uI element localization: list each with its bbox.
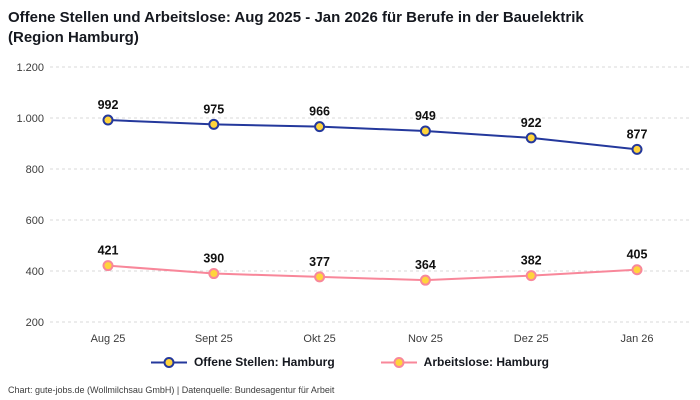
data-point-label: 377 [309, 255, 330, 269]
series-line [107, 119, 638, 151]
data-point-marker [208, 268, 220, 280]
x-tick-label: Dez 25 [514, 333, 549, 345]
legend-item: Arbeitslose: Hamburg [380, 355, 550, 369]
data-point-label: 966 [309, 105, 330, 119]
data-point-label: 992 [98, 98, 119, 112]
legend-label: Offene Stellen: Hamburg [193, 355, 335, 369]
y-tick-label: 1.000 [16, 113, 44, 125]
legend-marker-icon [380, 356, 417, 368]
y-tick-label: 1.200 [16, 62, 44, 74]
legend-label: Arbeitslose: Hamburg [423, 355, 550, 369]
footer-credit: Chart: gute-jobs.de (Wollmilchsau GmbH) … [8, 385, 335, 395]
data-point-label: 949 [415, 109, 436, 123]
data-point-marker [631, 264, 643, 276]
data-point-marker [525, 270, 537, 282]
legend-marker-icon [150, 356, 187, 368]
legend-item: Offene Stellen: Hamburg [150, 355, 335, 369]
data-point-marker [102, 114, 114, 126]
chart-title: Offene Stellen und Arbeitslose: Aug 2025… [8, 9, 584, 46]
series-line [107, 264, 638, 282]
data-point-label: 382 [521, 254, 542, 268]
data-point-marker [314, 121, 326, 133]
y-tick-label: 400 [26, 266, 44, 278]
data-point-marker [525, 132, 537, 144]
x-tick-label: Okt 25 [303, 333, 335, 345]
data-point-label: 421 [98, 244, 119, 258]
y-tick-label: 200 [26, 317, 44, 329]
data-point-marker [208, 118, 220, 130]
data-point-label: 975 [203, 102, 224, 116]
data-point-label: 922 [521, 116, 542, 130]
data-point-label: 877 [627, 127, 648, 141]
x-tick-label: Nov 25 [408, 333, 443, 345]
data-point-marker [631, 143, 643, 155]
data-point-label: 390 [203, 252, 224, 266]
x-tick-label: Aug 25 [91, 333, 126, 345]
x-tick-label: Jan 26 [620, 333, 653, 345]
data-point-marker [102, 260, 114, 272]
data-point-marker [314, 271, 326, 283]
data-point-marker [419, 274, 431, 286]
data-point-label: 364 [415, 258, 436, 272]
data-point-label: 405 [627, 248, 648, 262]
chart-svg: 200 400 600 800 1.000 1.200 Aug 25 Sept 25 Okt 2… [16, 62, 690, 345]
data-point-marker [419, 125, 431, 137]
x-tick-label: Sept 25 [195, 333, 233, 345]
chart-legend: Offene Stellen: Hamburg Arbeitslose: Hamb… [0, 351, 700, 373]
y-tick-label: 600 [26, 215, 44, 227]
y-tick-label: 800 [26, 164, 44, 176]
